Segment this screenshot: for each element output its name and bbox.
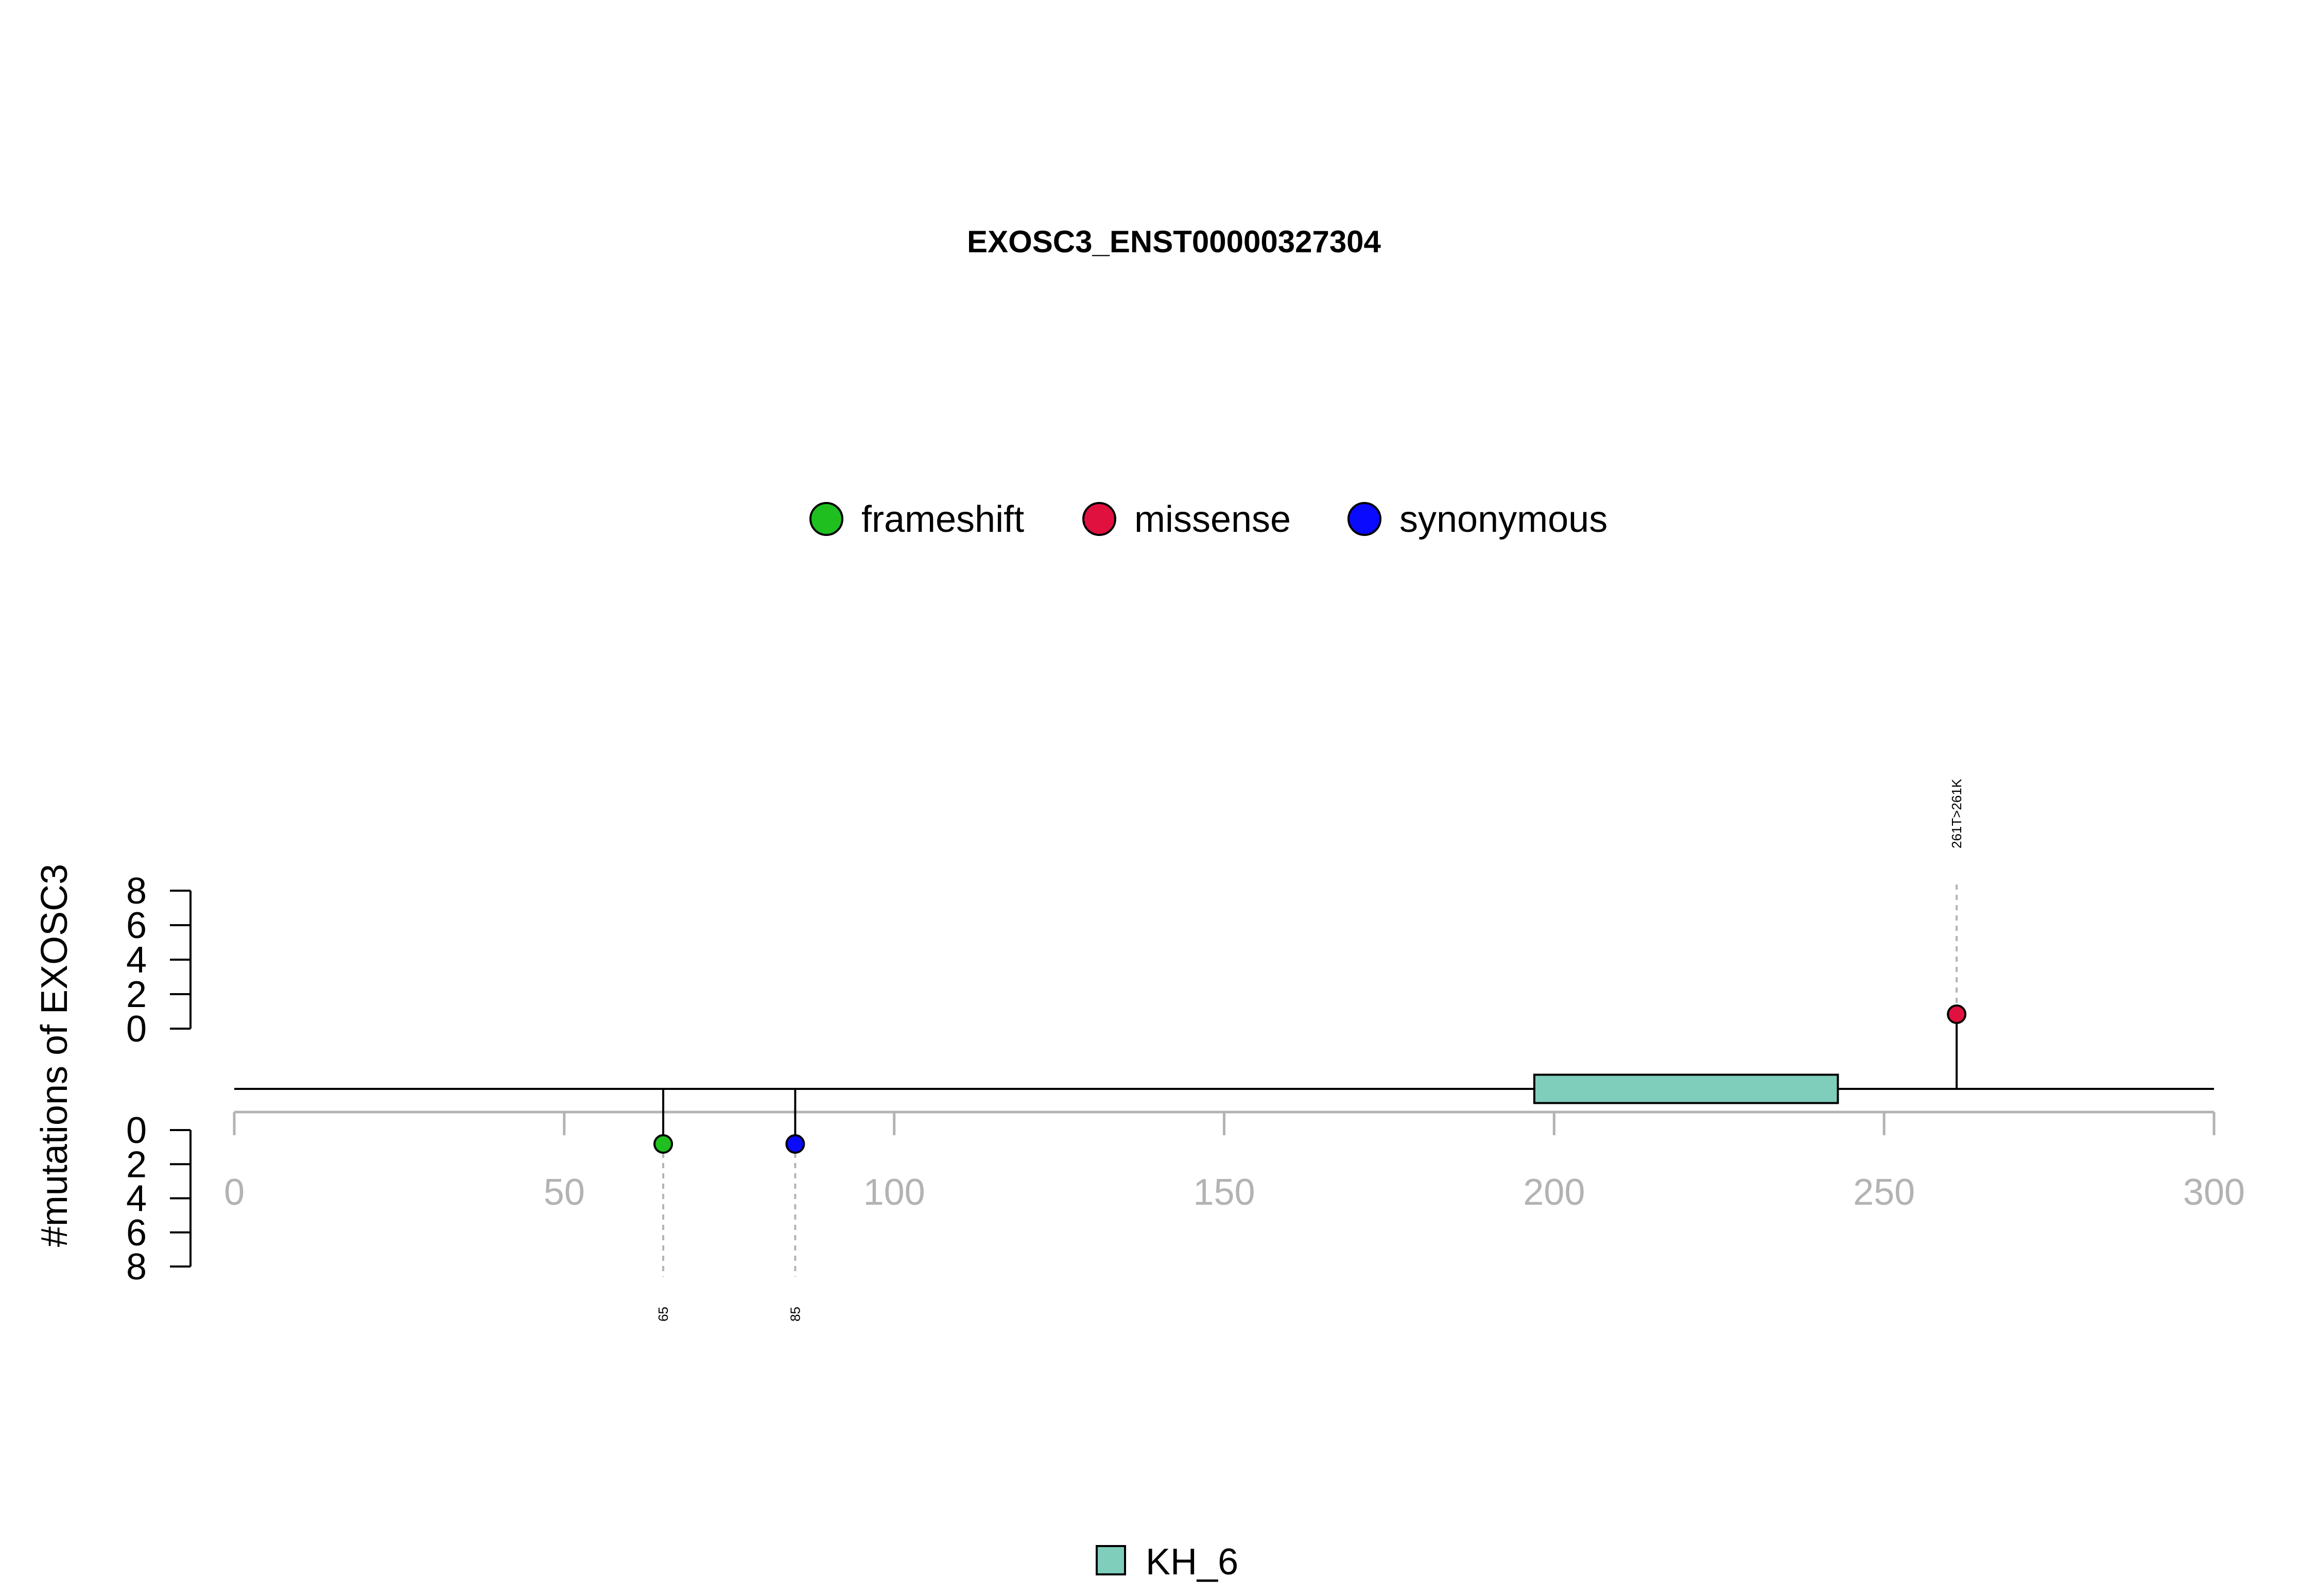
y-axis-top-tick-label: 4 — [126, 940, 147, 981]
x-axis-tick-label: 100 — [863, 1172, 925, 1213]
domain-legend: KH_6 — [1096, 1541, 1238, 1583]
y-axis-bottom-tick-label: 6 — [126, 1212, 147, 1254]
chart-title: EXOSC3_ENST00000327304 — [967, 224, 1381, 259]
y-axis-top-tick-label: 8 — [126, 871, 147, 912]
mutation-label-85: 85 — [787, 1307, 803, 1322]
domain-legend-swatch — [1096, 1545, 1126, 1575]
mutation-point-65 — [653, 1134, 673, 1154]
x-axis-tick-label: 300 — [2183, 1172, 2245, 1213]
mutation-type-legend: frameshift missense synonymous — [809, 499, 1607, 540]
mutation-point-85 — [785, 1134, 805, 1154]
mutation-label-65: 65 — [655, 1307, 671, 1322]
x-axis: 0 50 100 150 200 250 300 — [224, 1111, 2245, 1213]
legend-label-synonymous: synonymous — [1399, 499, 1607, 540]
legend-marker-missense — [1082, 502, 1116, 536]
legend-label-missense: missense — [1134, 499, 1291, 540]
y-axis-bottom-tick-label: 0 — [126, 1110, 147, 1151]
x-axis-tick-label: 250 — [1853, 1172, 1915, 1213]
x-axis-tick-label: 150 — [1193, 1172, 1255, 1213]
domain-kh-6 — [1533, 1073, 1839, 1104]
y-axis-bottom-tick-label: 8 — [126, 1246, 147, 1288]
domain-legend-label: KH_6 — [1146, 1541, 1238, 1583]
x-axis-tick-label: 200 — [1523, 1172, 1585, 1213]
mutations: 65 85 261T>261K — [653, 778, 1967, 1322]
domains — [1533, 1073, 1839, 1104]
y-axis-bottom-tick-label: 4 — [126, 1178, 147, 1220]
legend-marker-frameshift — [809, 502, 843, 536]
mutation-label-261t-261k: 261T>261K — [1949, 778, 1964, 848]
y-axis-top-tick-label: 2 — [126, 974, 147, 1015]
x-axis-tick-label: 0 — [224, 1172, 245, 1213]
x-axis-tick-label: 50 — [544, 1172, 585, 1213]
y-axis-top-tick-label: 0 — [126, 1009, 147, 1050]
legend-label-frameshift: frameshift — [861, 499, 1024, 540]
y-axis-label: #mutations of EXOSC3 — [34, 864, 75, 1247]
legend-marker-synonymous — [1347, 502, 1381, 536]
y-axis-bottom-tick-label: 2 — [126, 1144, 147, 1185]
y-axis-top-tick-label: 6 — [126, 905, 147, 946]
mutation-point-261t-261k — [1947, 1004, 1967, 1024]
